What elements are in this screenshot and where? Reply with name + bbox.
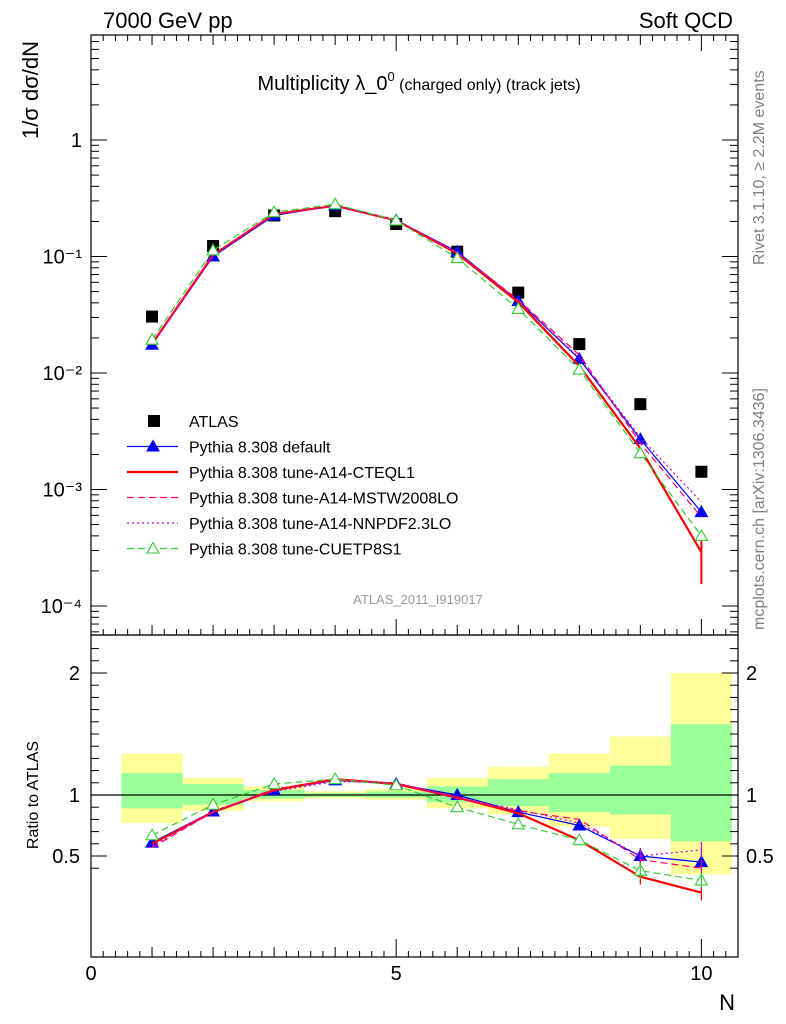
series-line-cuetp8s1 [151, 203, 702, 537]
legend-label: Pythia 8.308 tune-CUETP8S1 [189, 542, 402, 559]
uncertainty-band-inner [487, 779, 549, 806]
ratio-y-tick-label-right: 1 [746, 785, 757, 807]
legend-label: ATLAS [189, 414, 239, 431]
energy-label: 7000 GeV pp [103, 8, 233, 33]
legend-marker-cuetp8s1 [146, 541, 160, 554]
ratio-marker-cuetp8s1 [572, 833, 587, 846]
series-line-nnpdf [151, 205, 702, 503]
ratio-marker-cuetp8s1 [206, 797, 221, 810]
main-panel: 1 10⁻¹ 10⁻² 10⁻³ 10⁻⁴ Multiplicity λ_00 (cha… [18, 34, 739, 636]
data-point-atlas [634, 398, 647, 411]
ratio-plot-frame [90, 634, 739, 958]
ratio-marker-cuetp8s1 [328, 772, 343, 785]
data-point-atlas [695, 465, 708, 478]
legend-label: Pythia 8.308 tune-A14-MSTW2008LO [189, 491, 458, 508]
ratio-panel: 0.5 0.5 1 1 2 2 0 5 10 Ratio to ATLAS N [25, 634, 774, 1015]
marker-cuetp8s1 [450, 250, 465, 264]
y-tick-label: 10⁻⁴ [41, 596, 82, 618]
marker-cuetp8s1 [328, 197, 343, 210]
y-tick-label: 10⁻² [43, 363, 83, 385]
uncertainty-band-inner [548, 773, 610, 813]
legend-label: Pythia 8.308 tune-A14-CTEQL1 [189, 465, 415, 482]
legend-label: Pythia 8.308 tune-A14-NNPDF2.3LO [189, 516, 451, 533]
ratio-line-mstw [151, 779, 702, 869]
analysis-watermark: ATLAS_2011_I919017 [353, 592, 483, 607]
ratio-y-tick-label-left: 1 [69, 785, 80, 807]
ratio-marker-cuetp8s1 [389, 778, 404, 791]
rivet-version-label: Rivet 3.1.10, ≥ 2.2M events [751, 70, 768, 265]
source-url-label: mcplots.cern.ch [arXiv:1306.3436] [751, 388, 768, 630]
legend: ATLAS Pythia 8.308 default Pythia 8.308 tu… [127, 414, 458, 559]
legend-marker-default [146, 439, 160, 452]
x-tick-label: 5 [391, 963, 402, 985]
ratio-marker-cuetp8s1 [511, 817, 526, 830]
legend-label: Pythia 8.308 default [189, 440, 331, 457]
ratio-y-axis-label: Ratio to ATLAS [25, 741, 42, 849]
ratio-y-tick-label-left: 2 [69, 663, 80, 685]
x-axis-label: N [719, 990, 735, 1015]
y-tick-label: 1 [71, 130, 82, 152]
data-point-atlas [512, 286, 525, 299]
legend-marker-atlas [148, 415, 160, 427]
marker-cuetp8s1 [267, 205, 282, 218]
y-axis-label: 1/σ dσ/dN [18, 41, 43, 139]
ratio-y-tick-label-right: 2 [746, 663, 757, 685]
chart-title: Multiplicity λ_00 (charged only) (track … [257, 69, 580, 95]
marker-cuetp8s1 [511, 301, 526, 314]
x-tick-label: 10 [690, 963, 712, 985]
ratio-marker-cuetp8s1 [450, 800, 465, 813]
ratio-marker-default [572, 818, 587, 831]
x-tick-label: 0 [85, 963, 96, 985]
uncertainty-band-inner [609, 765, 671, 815]
marker-cuetp8s1 [572, 362, 587, 375]
marker-cuetp8s1 [145, 332, 159, 345]
marker-cuetp8s1 [694, 528, 709, 541]
series-line-mstw [151, 205, 702, 518]
marker-cuetp8s1 [389, 213, 404, 226]
ratio-line-cuetp8s1 [151, 778, 702, 881]
ratio-marker-cuetp8s1 [145, 828, 159, 841]
uncertainty-band-inner [670, 724, 732, 842]
data-point-atlas [146, 310, 159, 323]
y-tick-label: 10⁻³ [43, 480, 83, 502]
ratio-y-tick-label-right: 0.5 [746, 846, 774, 868]
uncertainty-band-inner [182, 784, 244, 805]
ratio-marker-cuetp8s1 [267, 776, 282, 790]
category-label: Soft QCD [639, 8, 733, 33]
marker-cuetp8s1 [206, 243, 221, 256]
uncertainty-band-inner [121, 773, 183, 809]
ratio-y-tick-label-left: 0.5 [52, 846, 80, 868]
uncertainty-band-inner [365, 791, 427, 798]
marker-cuetp8s1 [633, 446, 648, 459]
data-point-atlas [573, 338, 586, 351]
y-tick-label: 10⁻¹ [43, 247, 83, 269]
